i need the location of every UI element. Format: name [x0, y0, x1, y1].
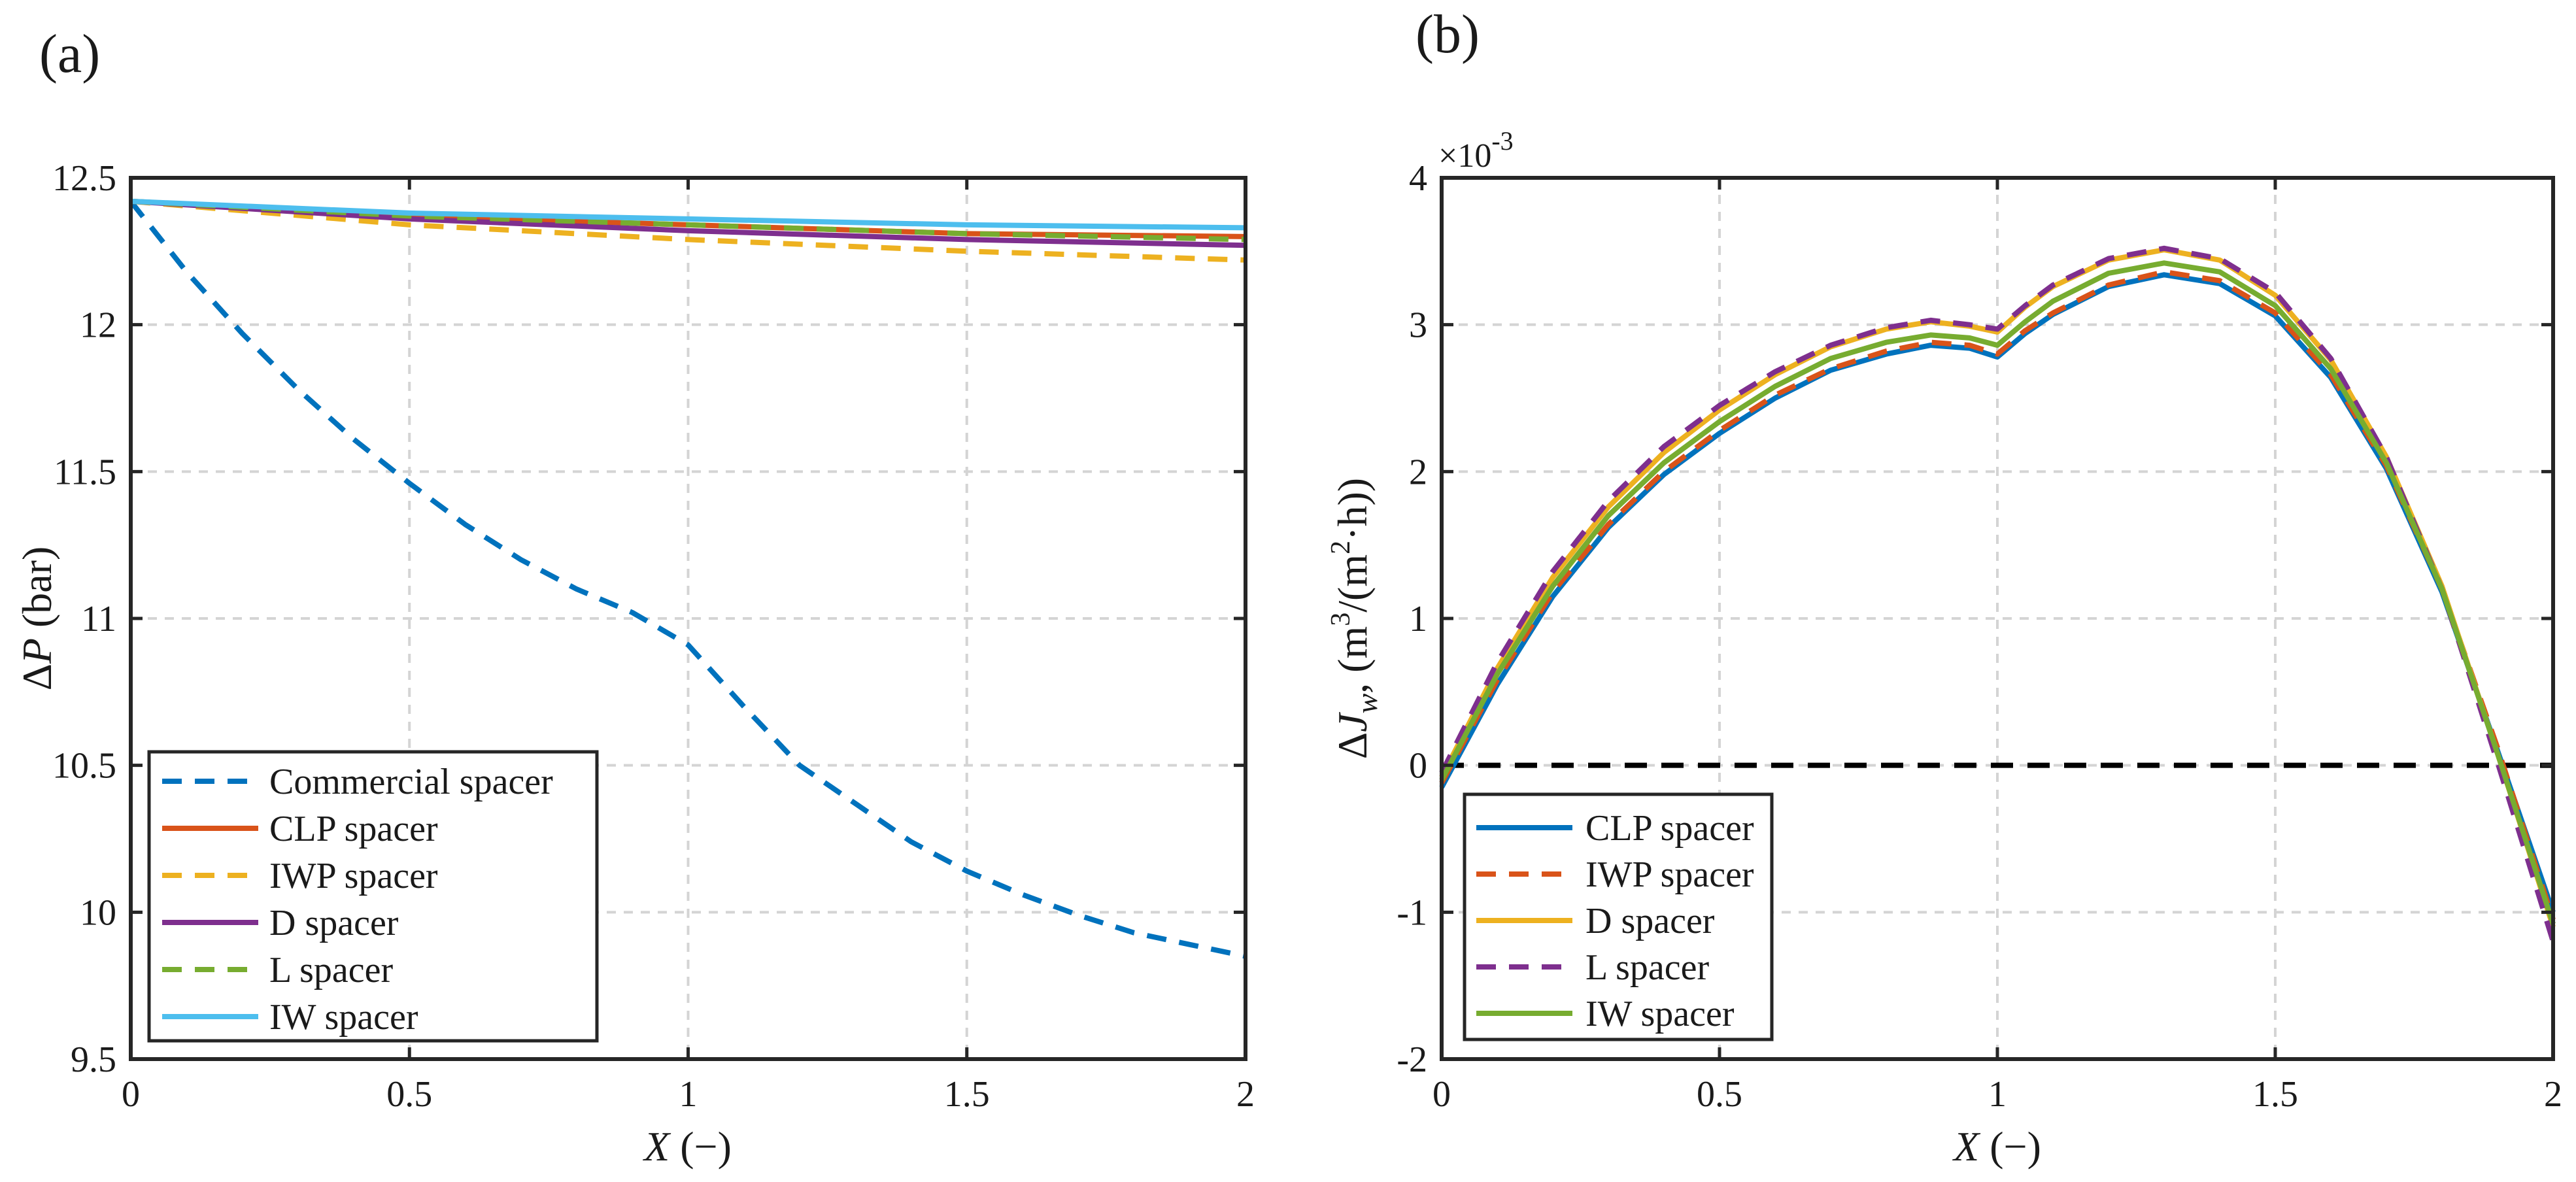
panel-b-xtick-label: 0.5 [1697, 1074, 1742, 1115]
panel-b-legend-label: D spacer [1585, 901, 1715, 941]
panel-b-xtick-label: 2 [2544, 1074, 2562, 1115]
panel-b-ytick-label: 2 [1409, 452, 1427, 492]
panel-a-ytick-label: 12.5 [52, 158, 116, 199]
panel-b-legend-box [1463, 792, 1774, 1041]
panel-a-xtick-label: 2 [1236, 1074, 1255, 1115]
panel-a-series-d-spacer [130, 198, 1246, 248]
panel-b-ytick-label: 3 [1409, 305, 1427, 346]
panel-a-series-iw-spacer [130, 198, 1246, 231]
panel-a-ylabel: ΔP (bar) [14, 547, 60, 691]
panel-b-series-d-spacer [1439, 247, 2556, 928]
panel-b-legend: CLP spacer IWP spacer D spacer L spacer IW s… [1463, 792, 1774, 1041]
panel-a-legend-label: D spacer [269, 903, 399, 943]
panel-b-legend-label: IWP spacer [1585, 854, 1754, 895]
panel-b-xtick-label: 1.5 [2252, 1074, 2298, 1115]
panel-a-series [128, 198, 1246, 959]
panel-a-xlabel: X (−) [642, 1123, 732, 1170]
panel-a-xtick-label: 0.5 [386, 1074, 432, 1115]
panel-b-xtick-label: 0 [1432, 1074, 1451, 1115]
panel-a-ytick-label: 10.5 [52, 746, 116, 786]
panel-b-ytick-label: 1 [1409, 599, 1427, 639]
panel-a-ytick-label: 10 [80, 892, 116, 933]
panel-a-legend: Commercial spacer CLP spacer IWP spacer D s… [147, 750, 599, 1043]
panel-b-ytick-label: 4 [1409, 158, 1427, 199]
panel-b-xlabel: X (−) [1952, 1123, 2041, 1170]
panel-a-xtick-label: 1.5 [944, 1074, 990, 1115]
panel-b-ylabel: ΔJw, (m3/(m2·h)) [1326, 478, 1383, 759]
panel-a-ytick-label: 12 [80, 305, 116, 346]
panel-a-xtick-label: 0 [122, 1074, 140, 1115]
panel-b-series [1439, 245, 2556, 943]
panel-b-y-exponent: ×10-3 [1438, 126, 1514, 175]
panel-a-legend-box [147, 750, 599, 1043]
panel-a-ytick-label: 11 [81, 599, 116, 639]
panel-a-legend-label: IW spacer [269, 997, 418, 1038]
panel-b: (b) 0 0.5 1 1.5 2 -2 -1 0 1 2 3 4 ×10-3 X (−) ΔJw, … [1326, 4, 2562, 1170]
panel-b-legend-label: IW spacer [1585, 994, 1735, 1034]
panel-b-ticks: 0 0.5 1 1.5 2 -2 -1 0 1 2 3 4 [1397, 158, 2562, 1115]
panel-a-series-l-spacer [130, 198, 1246, 243]
panel-a-xtick-label: 1 [679, 1074, 698, 1115]
panel-b-legend-label: CLP spacer [1585, 808, 1754, 849]
panel-b-series-iw-spacer [1439, 260, 2556, 925]
panel-b-ytick-label: -2 [1397, 1039, 1427, 1080]
panel-a-label: (a) [39, 24, 100, 84]
panel-a-legend-label: Commercial spacer [269, 762, 553, 802]
panel-b-ytick-label: 0 [1409, 746, 1427, 786]
panel-b-label: (b) [1415, 4, 1480, 65]
panel-a-legend-label: L spacer [269, 950, 393, 990]
panel-b-legend-label: L spacer [1585, 947, 1709, 988]
panel-a-series-commercial-spacer [128, 199, 1246, 959]
panel-b-xtick-label: 1 [1988, 1074, 2007, 1115]
panel-a-ytick-label: 9.5 [71, 1039, 116, 1080]
panel-a-series-iwp-spacer [130, 198, 1246, 263]
panel-b-series-l-spacer [1439, 245, 2556, 943]
panel-a-legend-label: CLP spacer [269, 809, 438, 849]
panel-b-ytick-label: -1 [1397, 892, 1427, 933]
panel-a-ytick-label: 11.5 [54, 452, 116, 492]
panel-a-legend-label: IWP spacer [269, 856, 438, 896]
